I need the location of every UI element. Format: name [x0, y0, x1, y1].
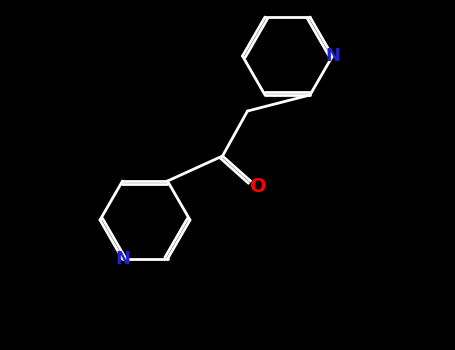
Text: O: O — [250, 176, 267, 196]
Text: N: N — [115, 250, 130, 268]
Text: N: N — [325, 47, 340, 65]
